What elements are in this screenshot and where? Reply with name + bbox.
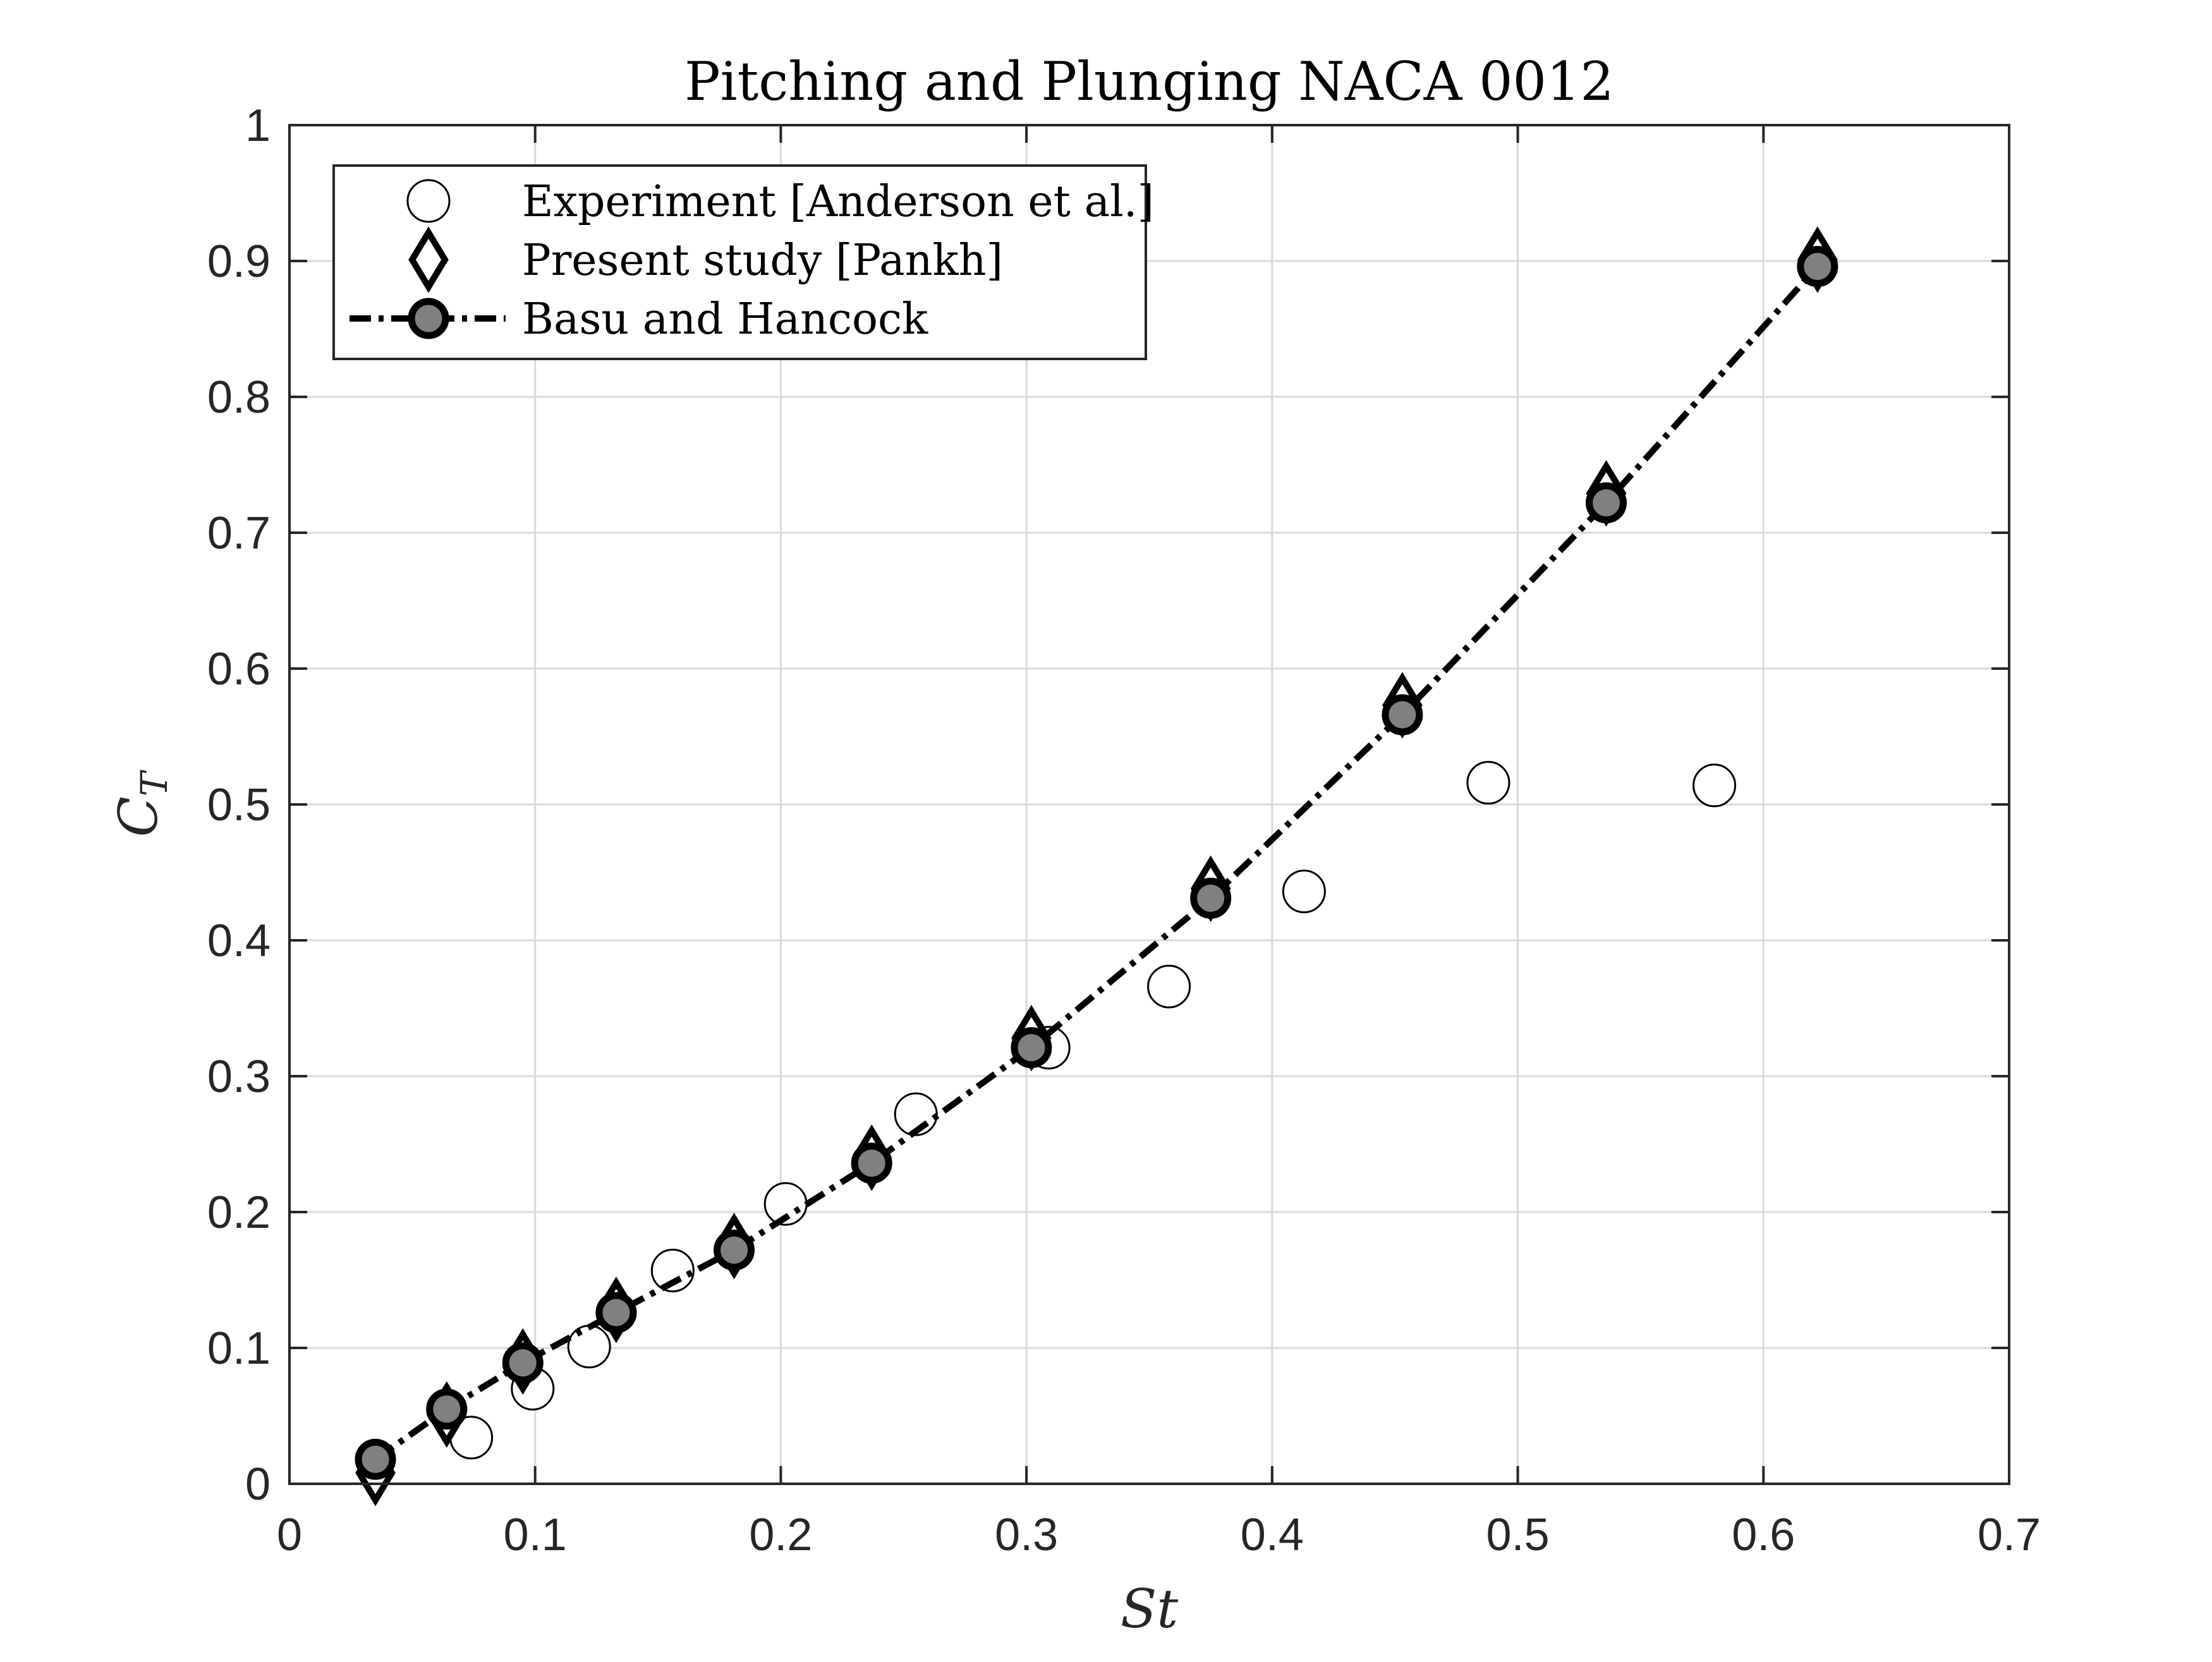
legend-label: Basu and Hancock <box>522 294 928 344</box>
y-tick-label: 0.6 <box>207 644 270 695</box>
data-point <box>1282 870 1326 914</box>
data-point <box>1466 761 1510 805</box>
y-tick-label: 0.2 <box>207 1187 270 1238</box>
legend-item: Present study [Pankh] <box>408 226 1003 293</box>
data-point <box>502 1342 544 1384</box>
y-tick-label: 0.7 <box>207 508 270 559</box>
x-axis-label: St <box>1121 1578 1179 1640</box>
data-point <box>851 1143 892 1184</box>
legend-item: Experiment [Anderson et al.] <box>406 177 1154 227</box>
y-tick-label: 0.8 <box>207 372 270 423</box>
y-tick-label: 0.4 <box>207 916 270 966</box>
y-tick-label: 0.9 <box>207 236 270 287</box>
data-point <box>355 1438 396 1480</box>
chart-title: Pitching and Plunging NACA 0012 <box>684 51 1614 112</box>
x-tick-label: 0 <box>277 1510 302 1560</box>
data-point <box>1147 964 1191 1009</box>
data-point <box>1011 1027 1052 1069</box>
x-tick-label: 0.4 <box>1241 1510 1304 1560</box>
x-tick-label: 0.3 <box>995 1510 1058 1560</box>
legend-label: Present study [Pankh] <box>522 236 1003 286</box>
x-tick-label: 0.6 <box>1732 1510 1795 1560</box>
legend-marker <box>408 298 449 339</box>
y-tick-label: 0 <box>245 1459 270 1510</box>
legend: Experiment [Anderson et al.] Present stud… <box>332 164 1154 360</box>
data-point <box>595 1292 637 1333</box>
data-point <box>1190 877 1232 919</box>
legend-marker <box>406 179 451 223</box>
data-point <box>1797 246 1838 288</box>
y-axis-label: CT <box>107 769 176 837</box>
svg-text:CT: CT <box>107 769 176 837</box>
series-2 <box>355 246 1838 1480</box>
y-tick-label: 0.5 <box>207 780 270 830</box>
series-0 <box>449 761 1737 1460</box>
x-tick-label: 0.2 <box>749 1510 812 1560</box>
data-point <box>1382 694 1423 736</box>
series-line <box>374 264 1820 1462</box>
legend-item: Basu and Hancock <box>349 294 928 344</box>
data-point <box>714 1229 755 1271</box>
data-point <box>1692 763 1737 808</box>
y-tick-label: 0.3 <box>207 1052 270 1102</box>
data-point <box>426 1388 468 1430</box>
x-tick-label: 0.5 <box>1486 1510 1550 1560</box>
legend-marker <box>408 226 449 293</box>
y-tick-label: 1 <box>245 100 270 151</box>
y-axis-label-main: C <box>107 796 169 837</box>
legend-box <box>332 164 1147 360</box>
legend-label: Experiment [Anderson et al.] <box>522 177 1154 227</box>
data-point <box>567 1325 611 1369</box>
data-point <box>1586 482 1627 524</box>
x-tick-label: 0.1 <box>504 1510 567 1560</box>
data-series <box>355 226 1838 1507</box>
y-axis-label-sub: T <box>133 769 176 796</box>
x-tick-label: 0.7 <box>1978 1510 2041 1560</box>
y-tick-label: 0.1 <box>207 1323 270 1374</box>
data-point <box>650 1248 695 1292</box>
plot-frame <box>288 124 2010 1485</box>
tick-labels: 0 0.1 0.2 0.3 0.4 0.5 0.6 0.7 0 0.1 0.2 0.3 0.4 0.5 0.… <box>207 100 2041 1560</box>
